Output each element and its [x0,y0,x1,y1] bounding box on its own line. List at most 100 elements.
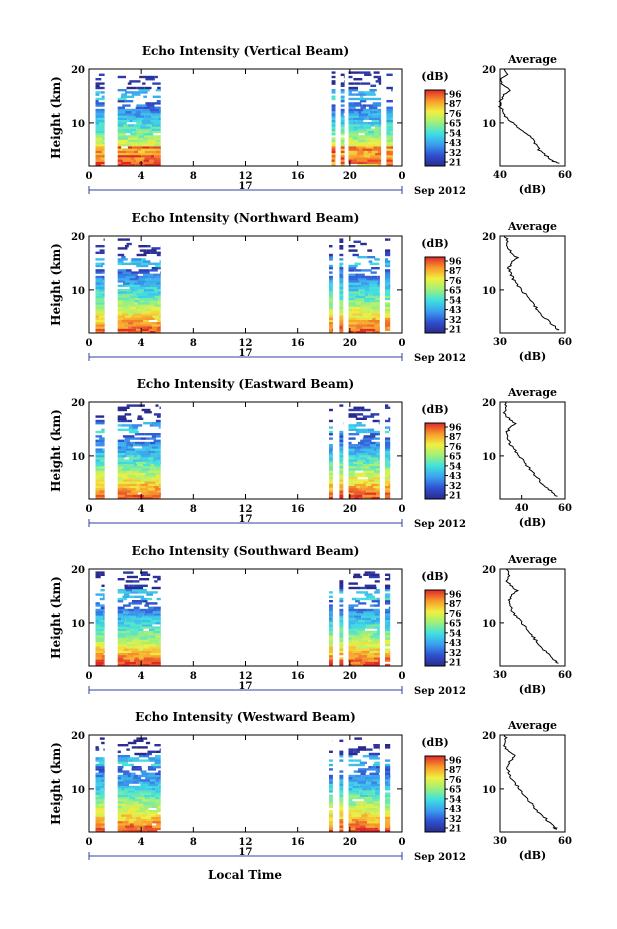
x-tick-label: 8 [190,504,197,515]
month-label: Sep 2012 [414,852,466,863]
average-y-tick-label: 20 [482,731,496,742]
panel-title: Echo Intensity (Vertical Beam) [142,44,349,58]
colorbar [424,89,446,167]
panel-title: Echo Intensity (Westward Beam) [135,710,356,724]
heatmap-cells [95,71,393,167]
x-tick-label: 8 [190,837,197,848]
date-label: 17 [239,514,253,525]
panel-2: Echo Intensity (Northward Beam) 0 4 8 12 16 20… [49,211,572,364]
y-axis-label: Height (km) [49,76,63,159]
x-tick-label: 8 [190,171,197,182]
average-x-tick-label: 30 [493,337,507,348]
colorbar-unit: (dB) [421,70,448,83]
panel-4: Echo Intensity (Southward Beam) 0 4 8 12 16 20… [49,544,572,697]
colorbar-tick-label: 21 [449,159,462,169]
colorbar-tick-label: 21 [449,825,462,835]
x-tick-label: 8 [190,671,197,682]
month-label: Sep 2012 [414,186,466,197]
x-tick-label: 20 [343,837,357,848]
panel-title: Echo Intensity (Southward Beam) [132,544,360,558]
y-tick-label: 10 [71,452,85,463]
average-x-label: (dB) [519,683,546,696]
colorbar [424,755,446,833]
colorbar-tick-label: 32 [449,149,462,159]
average-x-label: (dB) [519,350,546,363]
colorbar-unit: (dB) [421,736,448,749]
x-tick-label: 4 [138,504,145,515]
y-tick-label: 20 [71,565,85,576]
y-axis-label: Height (km) [49,576,63,659]
colorbar-tick-label: 65 [449,786,462,796]
x-tick-label: 0 [399,671,406,682]
average-title: Average [507,719,557,732]
x-tick-label: 4 [138,338,145,349]
colorbar-tick-label: 87 [449,433,462,443]
x-tick-label: 12 [239,671,253,682]
panel-title: Echo Intensity (Eastward Beam) [137,377,354,391]
colorbar-tick-label: 43 [449,306,462,316]
colorbar-tick-label: 76 [449,110,462,120]
colorbar-tick-label: 87 [449,766,462,776]
y-tick-label: 20 [71,232,85,243]
colorbar-tick-label: 87 [449,267,462,277]
y-axis-label: Height (km) [49,742,63,825]
x-tick-label: 4 [138,171,145,182]
x-tick-label: 12 [239,171,253,182]
date-label: 17 [239,847,253,858]
colorbar-tick-label: 87 [449,600,462,610]
average-profile-line [502,734,559,830]
x-tick-label: 0 [399,837,406,848]
x-tick-label: 4 [138,671,145,682]
x-tick-label: 16 [291,338,305,349]
colorbar-tick-label: 65 [449,120,462,130]
x-tick-label: 0 [86,338,93,349]
average-profile-line [503,235,560,331]
colorbar-tick-label: 54 [449,795,462,805]
average-profile-line [502,401,558,497]
colorbar-tick-label: 32 [449,815,462,825]
y-tick-label: 10 [71,785,85,796]
month-label: Sep 2012 [414,353,466,364]
date-label: 17 [239,181,253,192]
average-y-tick-label: 20 [482,232,496,243]
x-tick-label: 8 [190,338,197,349]
colorbar-tick-label: 87 [449,100,462,110]
colorbar-unit: (dB) [421,570,448,583]
heatmap-cells [95,737,391,833]
date-label: 17 [239,348,253,359]
average-frame [499,734,566,833]
x-tick-label: 16 [291,171,305,182]
colorbar-tick-label: 65 [449,453,462,463]
panel-1: Echo Intensity (Vertical Beam) 0 4 8 12 16 20 0… [49,44,572,197]
month-label: Sep 2012 [414,686,466,697]
x-tick-label: 0 [86,504,93,515]
x-tick-label: 20 [343,671,357,682]
x-axis-title: Local Time [208,868,282,882]
average-frame [499,68,566,167]
x-tick-label: 20 [343,338,357,349]
panel-title: Echo Intensity (Northward Beam) [132,211,360,225]
average-x-tick-label: 30 [493,836,507,847]
average-title: Average [507,53,557,66]
x-tick-label: 16 [291,837,305,848]
average-frame [499,401,566,500]
average-profile-line [497,68,560,164]
average-y-tick-label: 10 [482,286,496,297]
average-x-label: (dB) [519,849,546,862]
x-tick-label: 0 [399,338,406,349]
y-axis-label: Height (km) [49,243,63,326]
average-x-label: (dB) [519,183,546,196]
colorbar [424,422,446,500]
average-y-tick-label: 10 [482,619,496,630]
average-title: Average [507,553,557,566]
average-profile-line [505,568,559,664]
y-tick-label: 20 [71,731,85,742]
average-y-tick-label: 20 [482,565,496,576]
colorbar-tick-label: 43 [449,805,462,815]
average-x-tick-label: 40 [493,170,507,181]
colorbar-tick-label: 32 [449,649,462,659]
average-x-tick-label: 30 [493,670,507,681]
x-tick-label: 0 [86,171,93,182]
colorbar-tick-label: 96 [449,757,462,767]
